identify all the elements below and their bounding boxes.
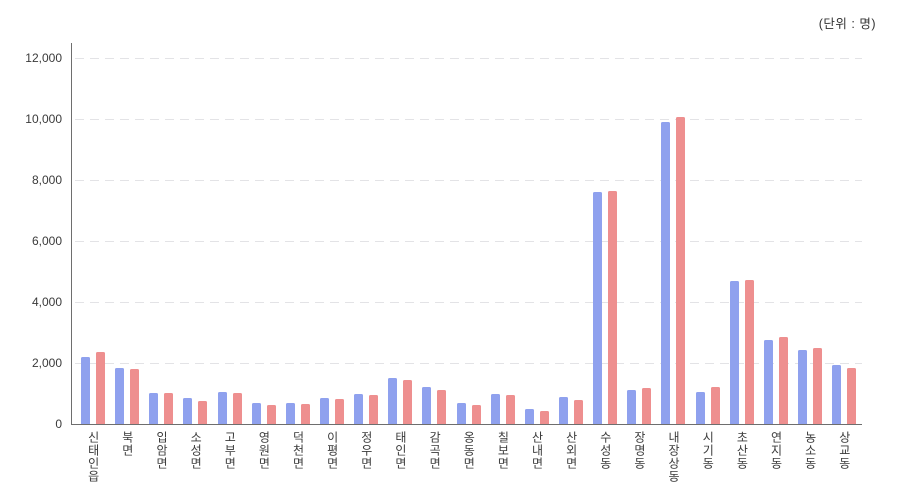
bar-blue [524, 409, 534, 424]
gridline-6,000 [75, 241, 862, 242]
bar-red [573, 400, 583, 424]
bar-red [96, 352, 105, 424]
x-axis-category-label: 덕천면 [291, 431, 306, 470]
x-axis-category-label: 장명동 [632, 431, 647, 470]
bar-red [642, 388, 652, 424]
x-axis-category-label: 태인면 [393, 431, 408, 470]
bar-blue [149, 393, 159, 424]
bar-blue [422, 387, 432, 424]
x-axis-line [71, 424, 862, 425]
x-axis-category-label: 연지동 [769, 431, 783, 470]
bar-blue [217, 392, 227, 424]
gridline-12,000 [75, 58, 862, 59]
y-axis-tick-label: 2,000 [31, 356, 62, 370]
x-axis-category-label: 입암면 [154, 431, 169, 470]
x-axis-category-label: 북면 [120, 431, 135, 457]
bar-blue [832, 365, 842, 424]
bar-red [847, 368, 857, 424]
bar-red [130, 369, 140, 424]
bar-red [539, 411, 549, 424]
bar-red [266, 405, 276, 424]
bar-blue [456, 403, 466, 424]
bar-red [471, 405, 481, 424]
bar-red [710, 387, 720, 424]
x-axis-category-label: 이평면 [325, 431, 340, 470]
bar-red [505, 395, 515, 424]
bar-red [778, 337, 788, 424]
bar-red [334, 399, 344, 424]
bar-red [608, 191, 618, 424]
x-axis-category-label: 시기동 [700, 431, 715, 470]
bar-red [676, 117, 686, 424]
bar-blue [627, 390, 637, 424]
bar-red [403, 380, 413, 424]
x-axis-category-label: 칠보면 [495, 431, 510, 470]
x-axis-category-label: 옹동면 [461, 431, 476, 470]
bar-blue [661, 122, 671, 424]
y-axis-tick-label: 6,000 [31, 234, 62, 248]
gridline-2,000 [75, 363, 862, 364]
bar-red [744, 280, 754, 424]
bar-red [812, 348, 822, 424]
x-axis-category-label: 농소동 [803, 431, 818, 470]
y-axis-line [71, 43, 72, 425]
y-axis-tick-label: 12,000 [25, 51, 62, 65]
gridline-8,000 [75, 180, 862, 181]
x-axis-category-label: 정우면 [359, 431, 374, 470]
x-axis-category-label: 수성동 [598, 431, 613, 470]
bar-blue [251, 403, 261, 424]
bar-blue [695, 392, 705, 424]
unit-label: (단위 : 명) [818, 17, 876, 31]
bar-blue [797, 350, 807, 424]
bar-red [164, 393, 174, 424]
bar-blue [319, 398, 329, 424]
x-axis-category-label: 신태인읍 [86, 431, 101, 483]
x-axis-category-label: 영원면 [256, 431, 271, 470]
bar-red [300, 404, 310, 424]
bar-blue [388, 378, 398, 424]
bar-blue [183, 398, 193, 424]
x-axis-category-label: 산내면 [530, 431, 545, 470]
bar-red [437, 390, 447, 424]
x-axis-category-label: 상교동 [837, 431, 852, 470]
x-axis-category-label: 산외면 [564, 431, 579, 470]
bar-blue [285, 403, 295, 424]
x-axis-category-label: 내장상동 [666, 431, 681, 483]
bar-blue [490, 394, 500, 424]
y-axis-tick-label: 8,000 [31, 173, 62, 187]
bar-red [369, 395, 379, 424]
bar-blue [354, 394, 364, 424]
bar-red [232, 393, 242, 424]
bar-blue [558, 397, 568, 424]
x-axis-category-label: 초산동 [734, 431, 749, 470]
bar-red [198, 401, 208, 424]
y-axis-tick-label: 10,000 [25, 112, 62, 126]
x-axis-category-label: 감곡면 [427, 431, 442, 470]
bar-blue [115, 368, 125, 424]
bar-blue [81, 357, 90, 424]
y-axis-tick-label: 0 [55, 417, 62, 431]
y-axis-tick-label: 4,000 [31, 295, 62, 309]
x-axis-category-label: 소성면 [188, 431, 203, 470]
gridline-4,000 [75, 302, 862, 303]
gridline-10,000 [75, 119, 862, 120]
x-axis-category-label: 고부면 [222, 431, 237, 470]
bar-blue [729, 281, 739, 424]
bar-blue [763, 340, 773, 424]
bar-blue [593, 192, 603, 424]
